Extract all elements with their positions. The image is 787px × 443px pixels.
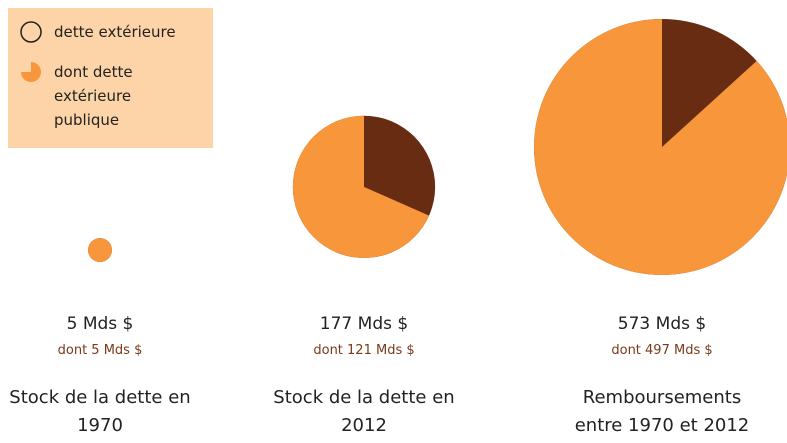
category-label: Stock de la dette en 2012 xyxy=(273,387,455,436)
pie-slice xyxy=(88,238,112,262)
total-label: 573 Mds $ xyxy=(617,314,707,334)
category-label: Remboursements entre 1970 et 2012 xyxy=(574,387,750,436)
public-label: dont 5 Mds $ xyxy=(57,343,143,358)
pie-slice xyxy=(534,19,787,275)
legend-box xyxy=(8,8,213,148)
public-label: dont 121 Mds $ xyxy=(313,343,415,358)
legend-label: dette extérieure xyxy=(54,23,176,41)
legend-label: dont dette extérieure publique xyxy=(54,63,133,129)
total-label: 177 Mds $ xyxy=(319,314,409,334)
category-label: Stock de la dette en 1970 xyxy=(9,387,191,436)
total-label: 5 Mds $ xyxy=(66,314,134,334)
legend-icon xyxy=(21,62,41,82)
legend-icon xyxy=(20,21,42,43)
pie-slice xyxy=(292,115,430,259)
public-label: dont 497 Mds $ xyxy=(611,343,713,358)
